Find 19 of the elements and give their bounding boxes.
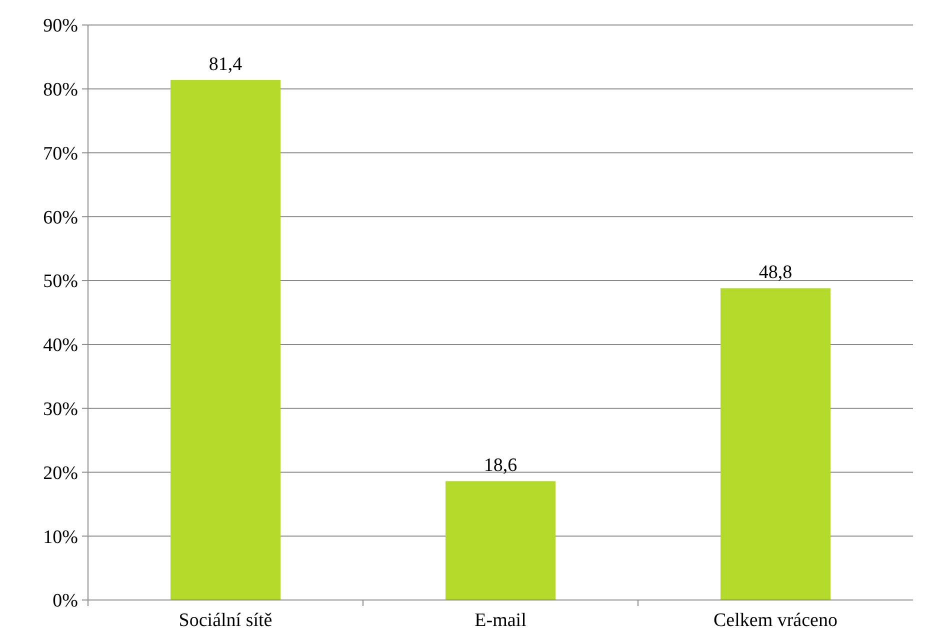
- bar: [170, 80, 280, 600]
- bar: [720, 288, 830, 600]
- y-tick-label: 20%: [43, 462, 78, 484]
- y-tick-label: 50%: [43, 271, 78, 292]
- y-tick-label: 80%: [43, 80, 78, 101]
- y-tick-label: 10%: [43, 526, 78, 548]
- bar: [446, 481, 556, 600]
- data-label: 48,8: [758, 262, 792, 284]
- x-tick-label: E-mail: [474, 610, 526, 631]
- data-label: 81,4: [208, 54, 243, 75]
- x-tick-label: Celkem vráceno: [714, 610, 838, 631]
- y-tick-label: 70%: [43, 143, 78, 164]
- y-tick-label: 60%: [43, 207, 78, 228]
- y-tick-label: 40%: [43, 335, 78, 356]
- x-tick-label: Sociální sítě: [178, 610, 272, 631]
- y-tick-label: 30%: [43, 398, 78, 420]
- y-tick-label: 90%: [43, 16, 78, 37]
- data-label: 18,6: [484, 455, 518, 476]
- y-tick-label: 0%: [52, 590, 78, 612]
